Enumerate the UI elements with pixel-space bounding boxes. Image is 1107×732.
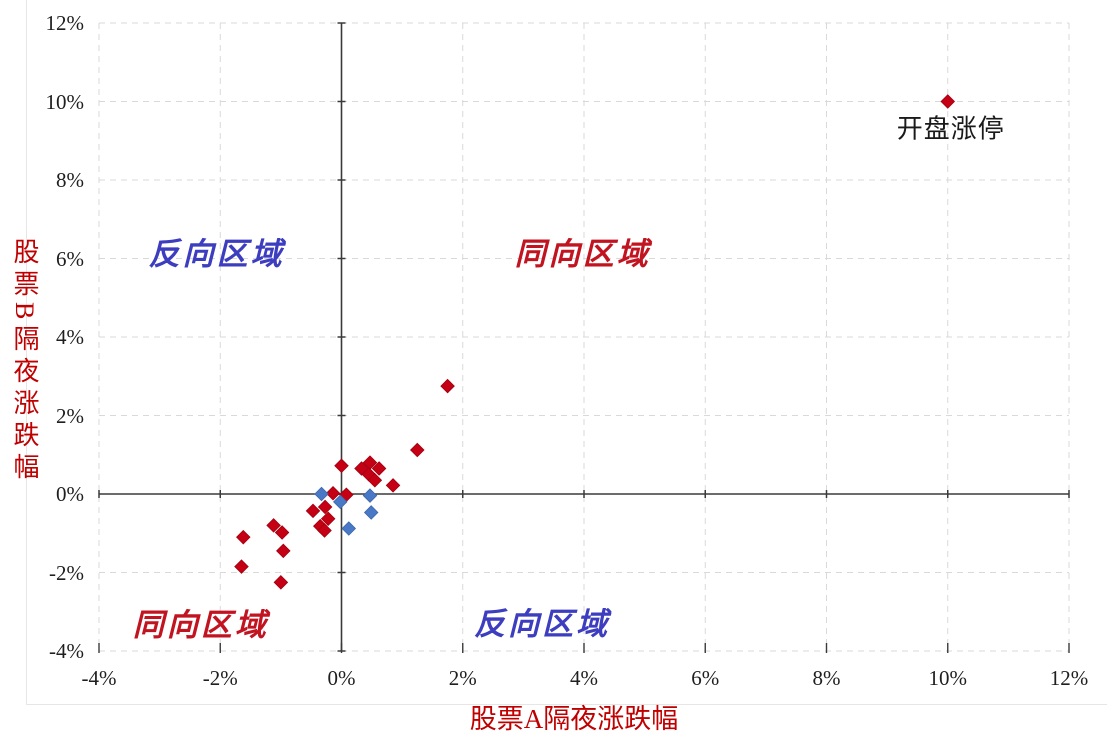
data-point-red-diamonds [940, 94, 956, 109]
y-tick-label: 2% [56, 403, 84, 428]
quadrant-label: 反向区域 [474, 606, 611, 642]
data-point-red-diamonds [367, 472, 383, 488]
y-tick-label: -2% [49, 560, 84, 585]
callout-label: 开盘涨停 [896, 113, 1005, 144]
y-axis-title: 股票B隔夜涨跌幅 [10, 238, 39, 486]
data-point-red-diamonds [273, 575, 289, 590]
y-tick-label: -4% [49, 639, 84, 663]
y-tick-label: 8% [56, 168, 84, 192]
y-tick-label: 4% [56, 325, 84, 349]
data-point-red-diamonds [334, 458, 349, 474]
data-point-red-diamonds [320, 511, 336, 526]
data-point-red-diamonds [276, 543, 291, 559]
x-tick-label: 2% [448, 666, 477, 690]
x-tick-label: -2% [202, 666, 238, 690]
x-axis-title: 股票A隔夜涨跌幅 [469, 704, 679, 732]
data-point-red-diamonds [266, 518, 281, 533]
y-tick-label: 0% [56, 482, 84, 506]
x-tick-label: 8% [812, 666, 841, 690]
y-tick-label: 12% [45, 11, 85, 35]
quadrant-label: 同向区域 [514, 236, 651, 272]
data-point-red-diamonds [234, 559, 249, 574]
data-point-red-diamonds [385, 478, 401, 493]
data-point-red-diamonds [371, 461, 387, 476]
data-point-blue-diamonds [363, 505, 379, 520]
x-tick-label: 0% [327, 666, 356, 690]
data-point-blue-diamonds [333, 494, 348, 510]
y-tick-label: 6% [56, 246, 84, 271]
x-tick-label: 6% [691, 666, 720, 690]
data-point-blue-diamonds [314, 486, 329, 502]
data-point-red-diamonds [274, 525, 290, 540]
x-tick-label: -4% [81, 666, 117, 690]
y-tick-label: 10% [45, 89, 85, 114]
x-tick-label: 12% [1049, 666, 1089, 690]
data-point-blue-diamonds [362, 488, 378, 503]
data-point-red-diamonds [440, 378, 455, 394]
data-point-red-diamonds [305, 503, 321, 519]
data-point-red-diamonds [410, 442, 425, 458]
data-point-red-diamonds [317, 499, 333, 515]
x-tick-label: 10% [928, 666, 968, 690]
quadrant-label: 同向区域 [132, 607, 269, 643]
quadrant-label: 反向区域 [148, 236, 285, 272]
data-point-red-diamonds [317, 523, 332, 538]
data-point-red-diamonds [325, 485, 341, 501]
x-tick-label: 4% [570, 666, 598, 690]
chart-border-left [26, 0, 27, 704]
chart-border-bottom [26, 704, 1107, 705]
data-point-blue-diamonds [341, 521, 357, 536]
data-point-red-diamonds [236, 529, 251, 545]
data-point-red-diamonds [354, 461, 369, 476]
